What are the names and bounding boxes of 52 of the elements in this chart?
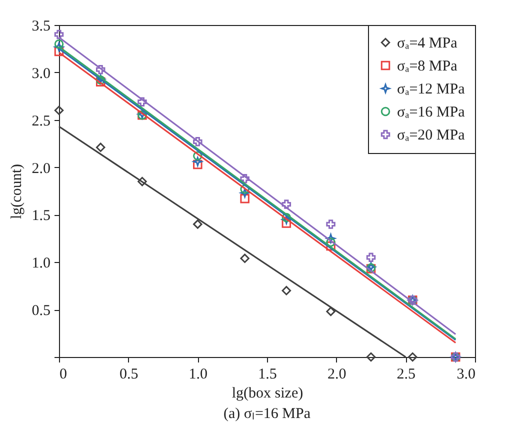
legend-label: σₐ=12 MPa [397, 82, 466, 98]
point [366, 352, 376, 362]
point [240, 254, 250, 263]
point [96, 64, 106, 74]
legend-label: σₐ=4 MPa [397, 36, 458, 52]
text: (a) σₗ=16 MPa [223, 406, 311, 422]
x-tick-label: 3.0 [456, 366, 476, 382]
point [240, 174, 250, 184]
legend-label: σₐ=8 MPa [397, 58, 458, 74]
point [96, 142, 106, 152]
point [193, 151, 202, 161]
y-tick-label: 3.0 [32, 66, 50, 82]
point [326, 220, 336, 229]
point [54, 46, 64, 56]
y-tick-label: 1.0 [32, 256, 50, 272]
point [193, 220, 202, 229]
point [240, 194, 250, 204]
y-tick-label: 1.5 [32, 208, 50, 224]
point [138, 97, 147, 106]
point [240, 188, 250, 198]
point [138, 176, 147, 186]
point [282, 200, 292, 209]
point [326, 241, 336, 251]
y-tick-label: 3.5 [32, 18, 50, 34]
point [326, 238, 336, 247]
point [54, 106, 64, 115]
y-tick-label: 0.5 [32, 303, 50, 320]
point [193, 160, 202, 170]
y-tick-label: 2.0 [32, 160, 50, 177]
x-tick-label: 1.0 [188, 366, 208, 382]
point [282, 218, 292, 228]
point [193, 156, 202, 166]
x-tick-label: 2.0 [327, 366, 346, 382]
y-axis-title: lg(count) [8, 164, 25, 219]
legend-label: σₐ=16 MPa [397, 104, 466, 120]
point [326, 234, 336, 244]
legend-label: σₐ=20 MPa [397, 128, 466, 144]
point [193, 137, 202, 146]
y-tick-label: 2.5 [32, 113, 50, 130]
point [366, 252, 376, 262]
x-tick-label: 0.5 [119, 366, 138, 382]
point [326, 306, 336, 316]
point [54, 30, 64, 40]
point [240, 184, 250, 194]
x-axis-title: lg(box size) [232, 386, 304, 402]
x-tick-label: 1.5 [258, 366, 277, 382]
point [408, 352, 418, 362]
point [54, 39, 64, 49]
point [54, 42, 64, 52]
x-tick-label: 0 [60, 366, 67, 382]
x-tick-label: 2.5 [396, 366, 416, 382]
point [282, 286, 292, 296]
